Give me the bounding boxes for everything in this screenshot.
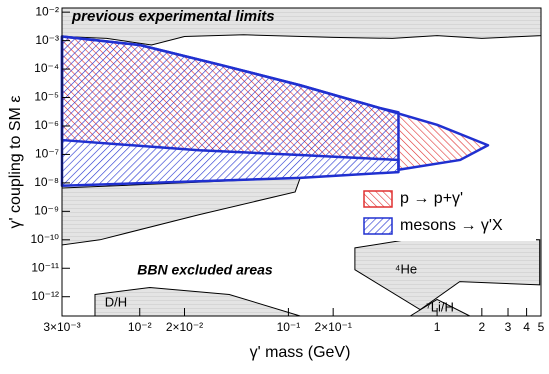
y-tick-label: 10⁻²	[35, 4, 59, 18]
legend-swatch	[363, 190, 393, 208]
x-tick-label: 4	[523, 320, 530, 334]
x-tick-label: 2×10⁻¹	[314, 320, 351, 334]
y-tick-label: 10⁻⁶	[34, 118, 59, 132]
x-tick-label: 1	[434, 320, 441, 334]
x-tick-label: 2	[478, 320, 485, 334]
y-tick-label: 10⁻⁷	[35, 147, 59, 161]
frame	[61, 7, 542, 317]
y-tick-label: 10⁻³	[35, 33, 59, 47]
x-tick-label: 10⁻²	[128, 320, 152, 334]
legend-label: mesons → γ'X	[400, 217, 503, 234]
x-tick-label: 3×10⁻³	[43, 320, 80, 334]
signal-region	[60, 35, 400, 188]
y-tick-label: 10⁻⁴	[34, 61, 59, 75]
x-tick-label: 2×10⁻²	[166, 320, 203, 334]
region-label: D/H	[105, 294, 127, 309]
y-tick-label: 10⁻¹¹	[31, 260, 59, 274]
legend-swatch	[363, 217, 393, 235]
y-tick-label: 10⁻⁹	[34, 204, 59, 218]
annotation: BBN excluded areas	[137, 262, 273, 278]
y-tick-label: 10⁻⁵	[34, 90, 59, 104]
legend-label: p → p+γ'	[400, 190, 463, 207]
x-tick-label: 3	[505, 320, 512, 334]
x-tick-label: 5	[538, 320, 545, 334]
excluded-region	[94, 287, 301, 317]
y-tick-label: 10⁻¹⁰	[31, 232, 60, 246]
y-tick-label: 10⁻¹²	[31, 289, 59, 303]
region-label: previous experimental limits	[71, 8, 275, 25]
region-label: ⁴He	[395, 261, 417, 276]
x-axis-title: γ' mass (GeV)	[250, 344, 351, 361]
y-axis-title: γ' coupling to SM ε	[7, 96, 24, 229]
x-tick-label: 10⁻¹	[277, 320, 301, 334]
y-tick-label: 10⁻⁸	[34, 175, 59, 189]
region-label: ⁷Li/H	[426, 299, 454, 314]
